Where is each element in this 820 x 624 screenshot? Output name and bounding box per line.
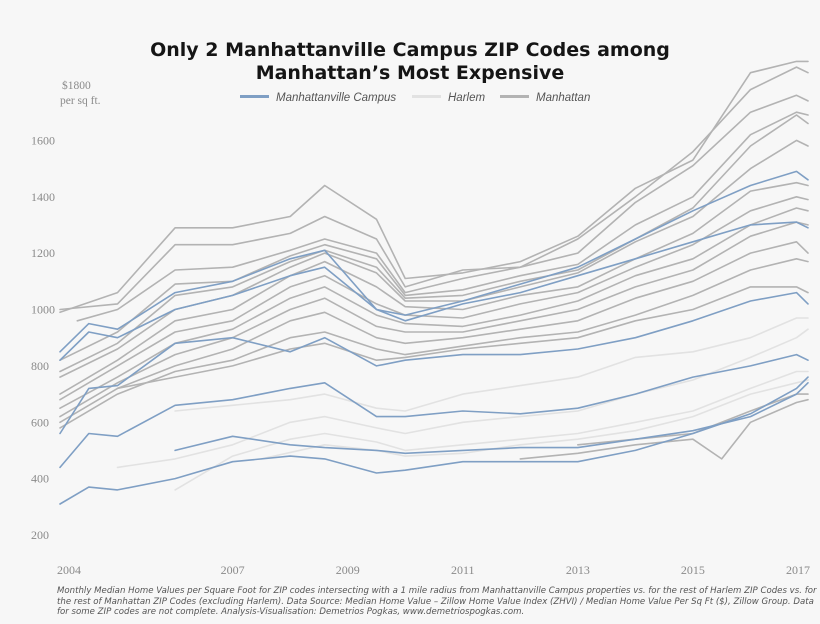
- x-axis-ticks: 2004 2007 2009 2011 2013 2015 2017: [57, 563, 810, 577]
- series-line-harlem: [174, 370, 809, 491]
- y-axis-ticks: 200 400 600 800 1000 1200 1400 1600: [31, 133, 55, 542]
- y-axis-label-line-2: per sq ft.: [60, 95, 101, 107]
- y-tick-label: 400: [31, 472, 49, 486]
- y-axis-label: $1800 per sq ft.: [60, 79, 101, 109]
- series-line-manhattan: [59, 66, 809, 311]
- series-lines: [59, 60, 809, 505]
- legend-swatch-manhattan: [500, 95, 529, 99]
- footnote: Monthly Median Home Values per Square Fo…: [57, 586, 817, 617]
- chart-title-line-1: Only 2 Manhattanville Campus ZIP Codes a…: [150, 39, 670, 61]
- x-tick-label: 2015: [681, 563, 705, 577]
- series-line-manhattan: [59, 207, 809, 410]
- x-tick-label: 2013: [566, 563, 590, 577]
- y-tick-label: 800: [31, 359, 49, 373]
- series-line-manhattan: [59, 241, 809, 424]
- series-line-manhattanville-campus: [59, 221, 809, 362]
- x-tick-label: 2017: [786, 563, 810, 577]
- y-tick-label: 1400: [31, 190, 55, 204]
- y-tick-label: 1600: [31, 133, 55, 147]
- legend-item-manhattan: Manhattan: [500, 92, 590, 104]
- legend-item-harlem: Harlem: [412, 92, 485, 104]
- y-tick-label: 600: [31, 415, 49, 429]
- y-tick-label: 1200: [31, 246, 55, 260]
- x-tick-label: 2009: [336, 563, 360, 577]
- legend-swatch-manhattanville: [240, 95, 269, 99]
- y-axis-label-line-1: $1800: [62, 80, 91, 92]
- legend-swatch-harlem: [412, 95, 441, 99]
- series-line-manhattan: [59, 111, 809, 362]
- series-line-manhattan: [76, 94, 809, 322]
- x-tick-label: 2011: [451, 563, 475, 577]
- series-line-harlem: [116, 328, 809, 469]
- x-tick-label: 2004: [57, 563, 81, 577]
- x-tick-label: 2007: [221, 563, 245, 577]
- series-line-manhattanville-campus: [59, 170, 809, 353]
- legend-item-manhattanville: Manhattanville Campus: [240, 92, 396, 104]
- series-line-manhattanville-campus: [59, 353, 809, 469]
- series-line-manhattan: [59, 196, 809, 401]
- y-tick-label: 1000: [31, 303, 55, 317]
- series-line-manhattan: [59, 139, 809, 378]
- series-line-manhattanville-campus: [59, 291, 809, 435]
- series-line-manhattan: [519, 398, 809, 460]
- series-line-manhattan: [59, 60, 809, 314]
- series-line-manhattan: [59, 257, 809, 429]
- series-line-harlem: [174, 317, 809, 412]
- legend-label-manhattanville: Manhattanville Campus: [276, 92, 397, 104]
- series-line-manhattanville-campus: [174, 381, 809, 455]
- series-line-manhattan: [59, 114, 809, 373]
- series-line-manhattanville-campus: [59, 376, 809, 505]
- legend-label-harlem: Harlem: [448, 92, 486, 104]
- series-line-manhattan: [59, 221, 809, 418]
- series-line-manhattan: [116, 286, 809, 390]
- y-tick-label: 200: [31, 528, 49, 542]
- legend-label-manhattan: Manhattan: [536, 92, 591, 104]
- chart-title-line-2: Manhattan’s Most Expensive: [255, 62, 565, 84]
